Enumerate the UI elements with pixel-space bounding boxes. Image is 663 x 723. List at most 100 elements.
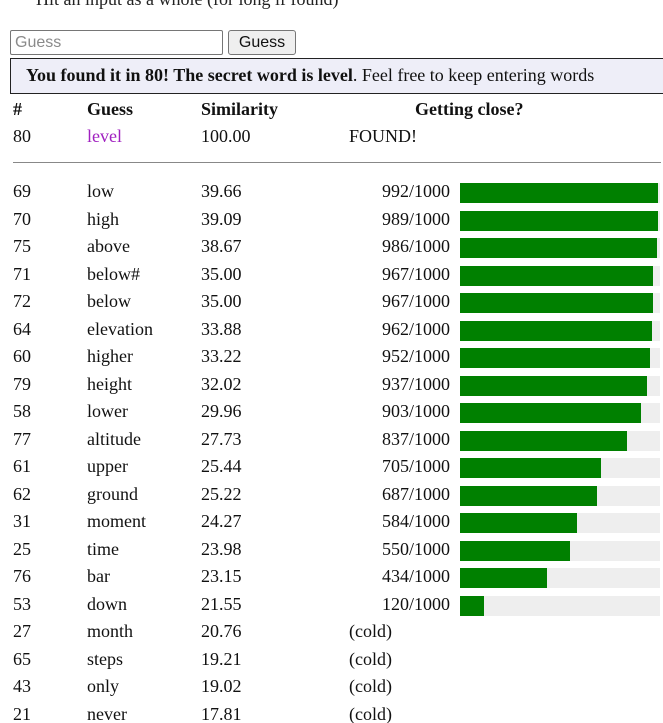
proximity-bar-track [460, 403, 660, 423]
row-guess: below [87, 291, 131, 311]
row-guess: only [87, 676, 120, 696]
row-similarity: 17.81 [201, 704, 242, 723]
row-number: 64 [13, 319, 31, 339]
row-number: 25 [13, 539, 31, 559]
proximity-bar-fill [460, 596, 484, 616]
proximity-bar-fill [460, 568, 547, 588]
row-number: 60 [13, 346, 31, 366]
row-similarity: 25.22 [201, 484, 242, 504]
proximity-bar-fill [460, 348, 650, 368]
proximity-bar-track [460, 541, 660, 561]
proximity-bar-track [460, 568, 660, 588]
row-guess: elevation [87, 319, 153, 339]
proximity-bar-track [460, 321, 660, 341]
row-number: 21 [13, 704, 31, 723]
found-banner-bold-text: You found it in 80! The secret word is l… [26, 65, 353, 85]
found-row-similarity: 100.00 [201, 126, 251, 146]
row-number: 76 [13, 566, 31, 586]
table-divider [13, 162, 661, 163]
proximity-bar-track [460, 238, 660, 258]
proximity-bar-track [460, 266, 660, 286]
proximity-bar-track [460, 513, 660, 533]
row-number: 53 [13, 594, 31, 614]
table-row: 53 down 21.55 120/1000 [0, 594, 663, 620]
guess-button[interactable]: Guess [228, 30, 296, 55]
row-guess: high [87, 209, 120, 229]
table-row: 72 below 35.00 967/1000 [0, 291, 663, 317]
found-row: 80 level 100.00 FOUND! [0, 126, 663, 152]
row-similarity: 39.66 [201, 181, 242, 201]
row-rank: 967/1000 [381, 264, 450, 284]
proximity-bar-track [460, 293, 660, 313]
row-number: 62 [13, 484, 31, 504]
row-rank: 962/1000 [381, 319, 450, 339]
row-rank: 989/1000 [381, 209, 450, 229]
table-row: 70 high 39.09 989/1000 [0, 209, 663, 235]
header-getting-close: Getting close? [415, 99, 524, 119]
table-row: 75 above 38.67 986/1000 [0, 236, 663, 262]
proximity-bar-fill [460, 541, 570, 561]
guess-input[interactable] [10, 30, 223, 55]
proximity-bar-fill [460, 513, 577, 533]
row-number: 58 [13, 401, 31, 421]
row-cold-label: (cold) [349, 621, 392, 641]
row-similarity: 25.44 [201, 456, 242, 476]
row-rank: 937/1000 [381, 374, 450, 394]
row-rank: 120/1000 [381, 594, 450, 614]
proximity-bar-track [460, 431, 660, 451]
proximity-bar-fill [460, 403, 641, 423]
row-guess: upper [87, 456, 128, 476]
table-row: 62 ground 25.22 687/1000 [0, 484, 663, 510]
row-similarity: 35.00 [201, 264, 242, 284]
header-guess: Guess [87, 99, 134, 119]
row-rank: 903/1000 [381, 401, 450, 421]
row-guess: height [87, 374, 132, 394]
row-similarity: 23.98 [201, 539, 242, 559]
row-number: 71 [13, 264, 31, 284]
row-similarity: 19.02 [201, 676, 242, 696]
found-banner-rest-text: . Feel free to keep entering words [352, 65, 595, 85]
table-row: 79 height 32.02 937/1000 [0, 374, 663, 400]
row-rank: 967/1000 [381, 291, 450, 311]
row-rank: 687/1000 [381, 484, 450, 504]
row-similarity: 20.76 [201, 621, 242, 641]
header-similarity: Similarity [201, 99, 278, 119]
proximity-bar-track [460, 458, 660, 478]
row-guess: low [87, 181, 114, 201]
proximity-bar-track [460, 486, 660, 506]
proximity-bar-fill [460, 211, 658, 231]
found-row-status: FOUND! [349, 126, 418, 146]
table-row: 61 upper 25.44 705/1000 [0, 456, 663, 482]
proximity-bar-fill [460, 458, 601, 478]
table-row: 60 higher 33.22 952/1000 [0, 346, 663, 372]
proximity-bar-track [460, 596, 660, 616]
row-similarity: 33.22 [201, 346, 242, 366]
proximity-bar-track [460, 211, 660, 231]
table-row: 71 below# 35.00 967/1000 [0, 264, 663, 290]
row-rank: 584/1000 [381, 511, 450, 531]
table-row: 77 altitude 27.73 837/1000 [0, 429, 663, 455]
row-rank: 434/1000 [381, 566, 450, 586]
row-guess: ground [87, 484, 138, 504]
row-number: 77 [13, 429, 31, 449]
row-similarity: 29.96 [201, 401, 242, 421]
row-cold-label: (cold) [349, 704, 392, 723]
row-number: 75 [13, 236, 31, 256]
clipped-instructions-text: Hit an input as a whole (for long if fou… [36, 0, 338, 10]
table-row: 69 low 39.66 992/1000 [0, 181, 663, 207]
row-similarity: 23.15 [201, 566, 242, 586]
row-number: 79 [13, 374, 31, 394]
proximity-bar-fill [460, 376, 647, 396]
row-number: 69 [13, 181, 31, 201]
proximity-bar-track [460, 348, 660, 368]
row-number: 43 [13, 676, 31, 696]
row-guess: down [87, 594, 127, 614]
row-guess: altitude [87, 429, 141, 449]
row-similarity: 21.55 [201, 594, 242, 614]
row-guess: month [87, 621, 134, 641]
table-row: 43 only 19.02 (cold) [0, 676, 663, 702]
table-row: 27 month 20.76 (cold) [0, 621, 663, 647]
proximity-bar-fill [460, 431, 627, 451]
row-guess: below# [87, 264, 140, 284]
table-row: 76 bar 23.15 434/1000 [0, 566, 663, 592]
